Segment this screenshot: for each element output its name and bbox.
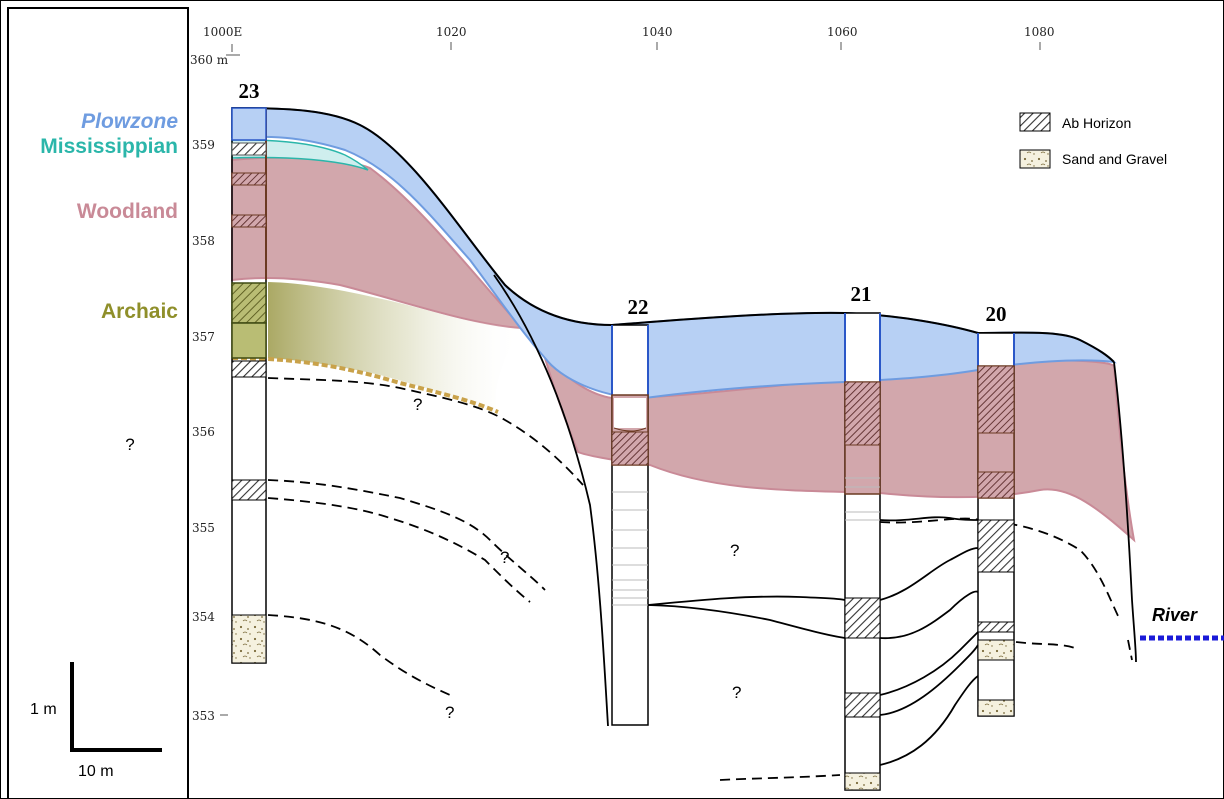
question-mark: ?	[732, 683, 741, 702]
x-tick-1000: 1000E	[203, 25, 242, 39]
y-tick-353: 353	[192, 709, 215, 723]
legend-sand-gravel: Sand and Gravel	[1062, 151, 1167, 167]
question-mark: ?	[413, 395, 422, 414]
archaic-label: Archaic	[101, 300, 178, 323]
scale-vertical-label: 1 m	[30, 701, 57, 718]
y-tick-355: 355	[192, 521, 215, 535]
x-axis: 1000E 1020 1040 1060 1080	[203, 25, 1055, 52]
archaic-zone	[268, 282, 522, 412]
core-23-label: 23	[239, 79, 260, 103]
core-22: 22	[611, 295, 649, 726]
core-21-label: 21	[851, 282, 872, 306]
core-21: 21	[844, 282, 881, 791]
core-20-label: 20	[986, 302, 1007, 326]
y-tick-356: 356	[192, 425, 215, 439]
y-tick-360: 360 m	[190, 53, 229, 67]
question-mark: ?	[500, 548, 509, 567]
core-23: 23	[231, 79, 267, 664]
x-tick-1020: 1020	[436, 25, 467, 39]
x-tick-1040: 1040	[642, 25, 673, 39]
core-22-label: 22	[628, 295, 649, 319]
archaic-boundary	[231, 356, 499, 414]
question-mark: ?	[445, 703, 454, 722]
sand-gravel-swatch	[1019, 149, 1051, 169]
legend-ab-horizon: Ab Horizon	[1062, 115, 1131, 131]
woodland-label: Woodland	[77, 200, 178, 223]
plowzone-label: Plowzone	[81, 110, 178, 133]
surface-profile-line	[231, 107, 1115, 363]
question-mark: ?	[730, 541, 739, 560]
legend: Ab Horizon Sand and Gravel	[1019, 112, 1167, 169]
correlation-lines	[647, 516, 979, 766]
terrace-scarp-line	[493, 274, 609, 727]
mississippian-label: Mississippian	[40, 135, 178, 158]
x-tick-1080: 1080	[1024, 25, 1055, 39]
river-label: River	[1152, 605, 1198, 625]
y-tick-354: 354	[192, 610, 215, 624]
y-axis: 360 m 359 358 357 356 355 354 353	[190, 53, 240, 723]
y-tick-359: 359	[192, 138, 215, 152]
scale-horizontal-label: 10 m	[78, 763, 114, 780]
dashed-contacts	[267, 377, 1133, 781]
left-panel-frame	[7, 7, 189, 799]
ab-horizon-swatch	[1019, 112, 1051, 132]
scale-bar: 1 m 10 m	[30, 662, 162, 780]
unknown-period-mark: ?	[125, 435, 134, 454]
x-tick-1060: 1060	[827, 25, 858, 39]
core-20: 20	[977, 302, 1015, 717]
y-tick-357: 357	[192, 330, 215, 344]
y-tick-358: 358	[192, 234, 215, 248]
river-bank-line	[1113, 361, 1137, 663]
